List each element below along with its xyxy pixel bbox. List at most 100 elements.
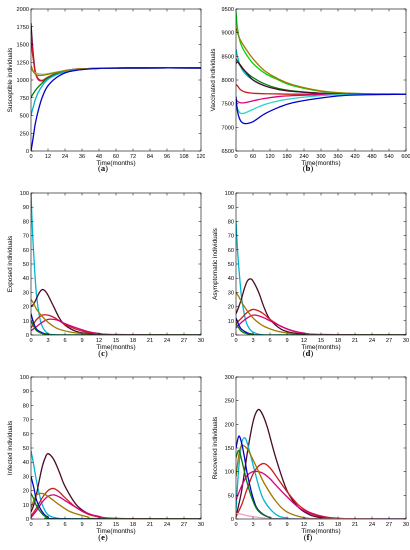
x-tick-label: 27 [181, 338, 187, 344]
x-tick-label: 30 [198, 522, 204, 528]
y-tick-label: 200 [225, 422, 234, 428]
series-line-8 [236, 512, 406, 519]
y-axis-label: Infected individuals [7, 421, 14, 475]
chart-svg-d: 0 3 6 9 12 15 18 21 24 27 30 0 10 20 30 40 50 60 70 80 90 100… [212, 191, 409, 351]
plot-frame [235, 376, 407, 520]
series-line-1 [31, 193, 201, 335]
x-tick-label: 18 [335, 522, 341, 528]
y-tick-label: 300 [225, 375, 234, 381]
y-tick-label: 50 [228, 262, 234, 268]
y-tick-label: 60 [23, 248, 29, 254]
chart-svg-c: 0 3 6 9 12 15 18 21 24 27 30 0 10 20 30 40 50 60 70 80 90 100… [7, 191, 204, 351]
series-line-3 [31, 314, 201, 335]
series-line-6 [31, 476, 201, 519]
x-tick-label: 60 [250, 154, 256, 160]
y-tick-label: 60 [23, 432, 29, 438]
x-tick-label: 0 [234, 522, 237, 528]
y-tick-label: 40 [228, 276, 234, 282]
y-tick-label: 30 [23, 474, 29, 480]
chart-svg-a: 0 12 24 36 48 60 72 84 96 108 120 0 250 500 750 1000 125… [7, 7, 205, 167]
series-line-2 [31, 453, 201, 519]
series-line-7 [236, 323, 406, 335]
x-tick-label: 18 [130, 338, 136, 344]
x-tick-label: 15 [318, 338, 324, 344]
series-group [31, 193, 201, 335]
series-line-2 [236, 27, 406, 95]
y-tick-label: 80 [23, 219, 29, 225]
x-tick-label: 30 [403, 522, 409, 528]
y-tick-label: 10 [228, 319, 234, 325]
series-line-4 [31, 494, 201, 519]
series-group [31, 23, 201, 151]
x-tick-label: 108 [179, 154, 188, 160]
x-tick-label: 9 [80, 522, 83, 528]
x-tick-label: 21 [352, 338, 358, 344]
y-tick-label: 0 [231, 333, 234, 339]
y-tick-label: 100 [20, 375, 29, 381]
y-tick-label: 9000 [222, 31, 234, 37]
series-line-4 [31, 318, 201, 335]
y-tick-label: 100 [225, 191, 234, 197]
x-tick-label: 6 [63, 522, 66, 528]
y-tick-label: 70 [23, 234, 29, 240]
y-tick-label: 1750 [17, 25, 29, 31]
y-tick-label: 6500 [222, 149, 234, 155]
y-tick-label: 250 [225, 399, 234, 405]
x-tick-label: 3 [46, 338, 49, 344]
chart-panel-f: 0 3 6 9 12 15 18 21 24 27 30 0 50 100 150 200 250 300 Time… [205, 369, 410, 547]
x-tick-label: 72 [130, 154, 136, 160]
y-tick-label: 70 [228, 234, 234, 240]
y-tick-label: 7000 [222, 125, 234, 131]
series-line-5 [31, 299, 201, 335]
y-tick-label: 500 [20, 114, 29, 120]
x-tick-label: 15 [318, 522, 324, 528]
x-tick-label: 21 [147, 338, 153, 344]
series-line-2 [236, 278, 406, 335]
caption-f: (f) [303, 532, 313, 542]
x-tick-label: 9 [285, 338, 288, 344]
plot-frame [30, 376, 202, 520]
x-tick-label: 0 [29, 154, 32, 160]
series-line-1 [236, 11, 406, 95]
y-tick-label: 100 [20, 191, 29, 197]
caption-e: (e) [98, 532, 108, 542]
x-tick-label: 15 [113, 338, 119, 344]
x-tick-label: 12 [45, 154, 51, 160]
x-tick-label: 24 [164, 522, 170, 528]
x-tick-label: 6 [63, 338, 66, 344]
x-tick-label: 36 [79, 154, 85, 160]
x-tick-label: 15 [113, 522, 119, 528]
x-tick-label: 0 [29, 338, 32, 344]
y-tick-label: 0 [231, 517, 234, 523]
y-tick-label: 80 [23, 403, 29, 409]
x-axis-label: Time(months) [96, 528, 135, 535]
x-tick-label: 6 [268, 338, 271, 344]
y-tick-label: 80 [228, 219, 234, 225]
caption-c: (c) [98, 348, 108, 358]
y-axis-label: Exposed individuals [7, 236, 14, 293]
chart-panel-c: 0 3 6 9 12 15 18 21 24 27 30 0 10 20 30 40 50 60 70 80 90 100… [0, 185, 205, 363]
x-tick-label: 9 [80, 338, 83, 344]
series-line-7 [31, 320, 201, 335]
series-line-8 [31, 67, 201, 151]
y-tick-label: 10 [23, 319, 29, 325]
y-tick-label: 0 [26, 333, 29, 339]
x-axis-label: Time(months) [301, 528, 340, 535]
series-line-6 [31, 313, 201, 335]
x-tick-label: 27 [386, 338, 392, 344]
series-line-1 [31, 450, 201, 519]
caption-d: (d) [302, 348, 314, 358]
y-tick-label: 90 [23, 205, 29, 211]
y-axis-label: Vaccinated individuals [210, 49, 217, 112]
x-tick-label: 9 [285, 522, 288, 528]
y-axis-label: Asymptomatic individuals [212, 228, 219, 300]
y-tick-label: 20 [228, 305, 234, 311]
chart-panel-a: 0 12 24 36 48 60 72 84 96 108 120 0 250 500 750 1000 125… [0, 0, 205, 178]
x-tick-label: 12 [301, 338, 307, 344]
x-axis-label: Time(months) [96, 344, 135, 351]
y-tick-label: 7500 [222, 102, 234, 108]
x-tick-label: 21 [147, 522, 153, 528]
x-tick-label: 30 [198, 338, 204, 344]
series-line-3 [236, 308, 406, 335]
series-line-4 [236, 314, 406, 335]
